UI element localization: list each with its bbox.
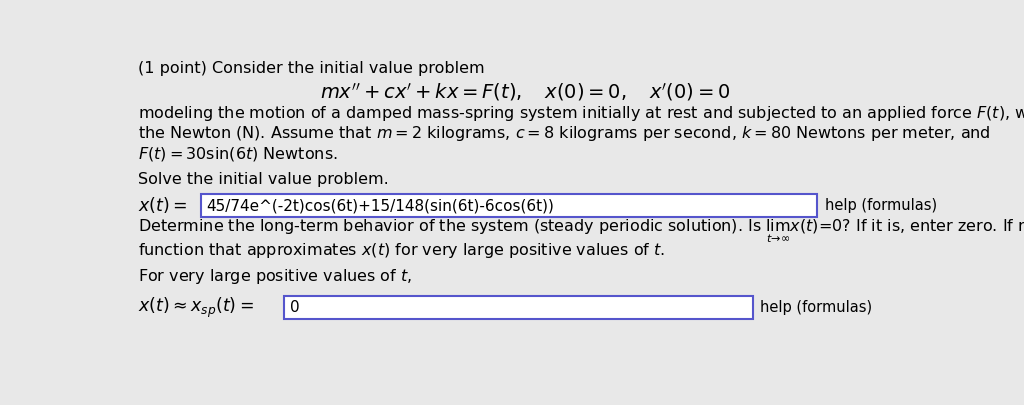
Text: For very large positive values of $t$,: For very large positive values of $t$,: [137, 267, 412, 286]
Text: the Newton (N). Assume that $m = 2$ kilograms, $c = 8$ kilograms per second, $k : the Newton (N). Assume that $m = 2$ kilo…: [137, 124, 990, 143]
Text: modeling the motion of a damped mass-spring system initially at rest and subject: modeling the motion of a damped mass-spr…: [137, 104, 1024, 123]
FancyBboxPatch shape: [201, 194, 817, 217]
Text: Determine the long-term behavior of the system (steady periodic solution). Is $\: Determine the long-term behavior of the …: [137, 217, 1024, 245]
Text: help (formulas): help (formulas): [824, 198, 937, 213]
Text: $x(t) = $: $x(t) = $: [137, 196, 186, 215]
Text: $x(t) \approx x_{sp}(t) = $: $x(t) \approx x_{sp}(t) = $: [137, 295, 253, 320]
Text: $mx'' + cx' + kx = F(t), \quad x(0) = 0, \quad x'(0) = 0$: $mx'' + cx' + kx = F(t), \quad x(0) = 0,…: [319, 81, 730, 102]
Text: 0: 0: [290, 300, 299, 315]
Text: $F(t) = 30\sin(6t)$ Newtons.: $F(t) = 30\sin(6t)$ Newtons.: [137, 145, 337, 163]
Text: help (formulas): help (formulas): [761, 300, 872, 315]
FancyBboxPatch shape: [285, 296, 753, 319]
Text: function that approximates $x(t)$ for very large positive values of $t$.: function that approximates $x(t)$ for ve…: [137, 241, 665, 260]
Text: 45/74e^(-2t)cos(6t)+15/148(sin(6t)-6cos(6t)): 45/74e^(-2t)cos(6t)+15/148(sin(6t)-6cos(…: [207, 198, 554, 213]
Text: (1 point) Consider the initial value problem: (1 point) Consider the initial value pro…: [137, 62, 484, 77]
Text: Solve the initial value problem.: Solve the initial value problem.: [137, 172, 388, 187]
